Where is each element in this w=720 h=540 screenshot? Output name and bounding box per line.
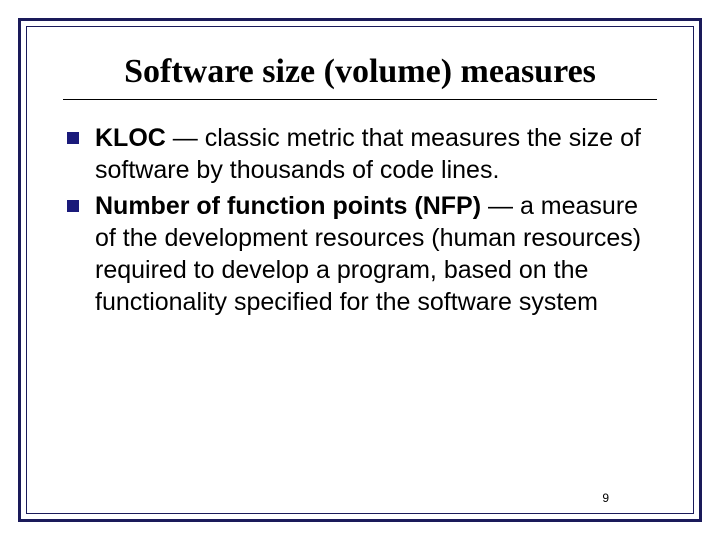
bullet-item: Number of function points (NFP) — a meas… — [67, 190, 657, 318]
title-underline — [63, 99, 657, 100]
bullet-text: — classic metric that measures the size … — [95, 124, 641, 184]
slide: Software size (volume) measures KLOC — c… — [0, 0, 720, 540]
page-number: 9 — [602, 491, 609, 505]
outer-border: Software size (volume) measures KLOC — c… — [18, 18, 702, 522]
bullet-bold: KLOC — [95, 124, 166, 152]
bullet-bold: Number of function points (NFP) — [95, 192, 481, 220]
bullet-item: KLOC — classic metric that measures the … — [67, 122, 657, 186]
bullet-list: KLOC — classic metric that measures the … — [63, 122, 657, 318]
inner-border: Software size (volume) measures KLOC — c… — [26, 26, 694, 514]
square-bullet-icon — [67, 132, 79, 144]
square-bullet-icon — [67, 200, 79, 212]
slide-title: Software size (volume) measures — [63, 53, 657, 91]
